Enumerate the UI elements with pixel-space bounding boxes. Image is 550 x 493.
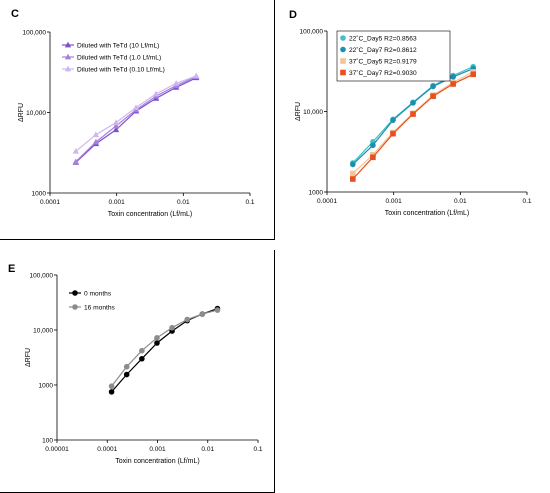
legend-marker-3 xyxy=(340,69,346,76)
y-tick-label: 10,000 xyxy=(303,109,323,116)
data-point-s1-p4 xyxy=(169,324,175,331)
chart-panel-e: E 100 1000 10,000 100,000 0.00001 0.0001 0.001 0… xyxy=(0,250,275,493)
x-tick-label: 0.0001 xyxy=(40,199,60,206)
data-point-s1-p5 xyxy=(450,73,456,80)
data-point-s1-p1 xyxy=(123,363,130,370)
data-point-s1-p2 xyxy=(112,122,120,129)
x-tick-label: 0.001 xyxy=(149,446,166,453)
data-point-s1-p3 xyxy=(410,100,416,106)
y-tick-label: 100 xyxy=(42,438,53,445)
legend-marker-0 xyxy=(340,35,346,41)
data-point-s3-p4 xyxy=(430,93,436,99)
data-point-s2-p6 xyxy=(193,72,200,79)
data-point-s3-p6 xyxy=(470,71,477,78)
data-point-s1-p6 xyxy=(199,311,206,317)
series-line-0 xyxy=(111,308,218,393)
legend-marker-1 xyxy=(340,46,346,53)
x-axis-label: Toxin concentration (Lf/mL) xyxy=(108,211,192,218)
y-tick-label: 10,000 xyxy=(26,110,46,117)
y-tick-label: 1000 xyxy=(39,383,54,390)
data-point-s2-p3 xyxy=(132,104,140,111)
data-point-s1-p0 xyxy=(350,161,356,168)
data-point-s1-p3 xyxy=(154,335,160,341)
legend-box xyxy=(336,30,451,82)
y-axis-label: ΔRFU xyxy=(25,348,32,367)
data-point-s1-p4 xyxy=(430,83,436,90)
legend-marker-1 xyxy=(72,304,78,310)
data-point-s1-p2 xyxy=(390,117,396,123)
data-point-s0-p3 xyxy=(154,340,160,346)
data-point-s1-p1 xyxy=(92,138,100,145)
legend-marker-0 xyxy=(72,290,78,296)
data-point-s2-p2 xyxy=(112,119,120,125)
legend-label-0: 22˚C_Day5 R2=0.8563 xyxy=(349,34,417,42)
x-axis-label: Toxin concentration (Lf/mL) xyxy=(115,458,199,465)
x-tick-label: 0.00001 xyxy=(45,446,69,453)
data-point-s2-p5 xyxy=(172,80,180,86)
data-point-s2-p0 xyxy=(72,148,80,154)
y-tick-label: 100,000 xyxy=(30,273,54,280)
data-point-s3-p1 xyxy=(370,154,376,161)
y-axis-label: ΔRFU xyxy=(18,103,25,122)
legend-label-3: 37˚C_Day7 R2=0.9030 xyxy=(349,69,417,77)
data-point-s3-p0 xyxy=(350,176,356,182)
legend-marker-0 xyxy=(64,41,72,48)
data-point-s1-p1 xyxy=(370,142,376,149)
data-point-s3-p3 xyxy=(410,111,416,117)
data-point-s1-p7 xyxy=(214,307,221,313)
legend-label-1: 22˚C_Day7 R2=0.8612 xyxy=(349,46,417,54)
data-point-s2-p1 xyxy=(92,131,100,138)
data-point-s3-p2 xyxy=(390,130,396,137)
data-point-s1-p5 xyxy=(184,316,191,323)
y-tick-label: 1000 xyxy=(32,191,47,198)
data-point-s0-p1 xyxy=(123,371,130,378)
legend-marker-2 xyxy=(340,58,346,64)
legend-label-1: 16 months xyxy=(84,304,115,311)
data-point-s0-p2 xyxy=(139,355,145,362)
series-line-0 xyxy=(75,77,197,163)
x-tick-label: 0.001 xyxy=(109,199,126,206)
data-point-s2-p4 xyxy=(152,90,160,97)
x-tick-label: 0.01 xyxy=(177,199,190,206)
legend-label-0: 0 months xyxy=(84,290,112,297)
x-tick-label: 0.01 xyxy=(201,446,214,453)
y-tick-label: 1000 xyxy=(309,190,324,197)
chart-e-svg: E 100 1000 10,000 100,000 0.00001 0.0001 0.001 0… xyxy=(8,263,263,465)
y-tick-label: 100,000 xyxy=(300,29,324,36)
x-tick-label: 0.0001 xyxy=(317,198,337,205)
data-point-s1-p0 xyxy=(108,383,115,390)
panel-label-d: D xyxy=(289,9,297,21)
x-tick-label: 0.1 xyxy=(522,198,531,205)
data-point-s0-p0 xyxy=(108,389,115,395)
panel-label-c: C xyxy=(11,8,19,20)
legend-marker-1 xyxy=(64,53,72,60)
data-point-s2-p0 xyxy=(350,170,356,177)
x-tick-label: 0.0001 xyxy=(97,446,117,453)
chart-c-svg: C 1000 10,000 100,000 0.0001 0.001 0.01 0.1 Toxi… xyxy=(11,8,255,218)
chart-panel-d: D 1000 10,000 100,000 0.0001 0.001 0.01 0.1 Toxi… xyxy=(275,0,550,240)
x-tick-label: 0.1 xyxy=(253,446,262,453)
legend-label-1: Diluted with TeTd (1.0 Lf/mL) xyxy=(77,54,161,61)
y-tick-label: 10,000 xyxy=(33,328,53,335)
y-axis-label: ΔRFU xyxy=(295,102,302,121)
data-point-s3-p5 xyxy=(450,81,456,87)
data-point-s1-p0 xyxy=(72,158,80,165)
x-tick-label: 0.01 xyxy=(454,198,467,205)
legend-label-2: Diluted with TeTd (0.10 Lf/mL) xyxy=(77,66,165,73)
panel-label-e: E xyxy=(8,263,15,275)
chart-d-svg: D 1000 10,000 100,000 0.0001 0.001 0.01 0.1 Toxi… xyxy=(289,9,532,217)
legend-marker-2 xyxy=(64,65,72,72)
legend-label-0: Diluted with TeTd (10 Lf/mL) xyxy=(77,42,159,49)
data-point-s1-p2 xyxy=(139,347,145,354)
data-point-s0-p2 xyxy=(112,126,120,133)
series-line-3 xyxy=(352,73,474,180)
x-tick-label: 0.1 xyxy=(245,199,254,206)
y-tick-label: 100,000 xyxy=(23,30,47,37)
chart-panel-c: C 1000 10,000 100,000 0.0001 0.001 0.01 0.1 Toxi… xyxy=(0,0,275,240)
x-axis-label: Toxin concentration (Lf/mL) xyxy=(385,210,469,217)
legend-label-2: 37˚C_Day5 R2=0.9179 xyxy=(349,57,417,65)
x-tick-label: 0.001 xyxy=(386,198,403,205)
